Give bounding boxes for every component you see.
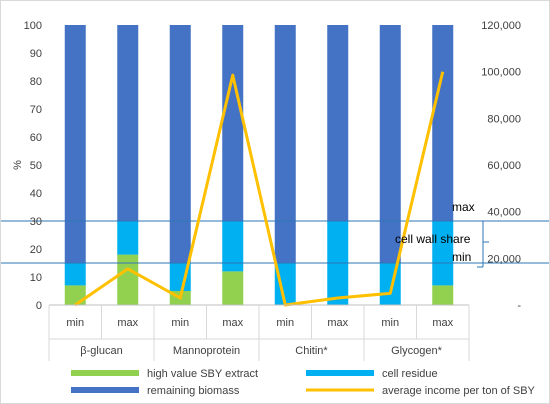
bar-segment — [117, 25, 139, 221]
legend-swatch — [71, 370, 139, 376]
y-tick-label: 20 — [30, 244, 42, 256]
bar-segment — [432, 221, 454, 286]
x-tick-label: max — [117, 317, 138, 329]
x-tick-label: min — [381, 317, 399, 329]
legend: high value SBY extract cell residue remain… — [71, 368, 536, 397]
bar-segment — [274, 25, 296, 263]
x-tick-label: max — [327, 317, 348, 329]
y-tick-label: 70 — [30, 104, 42, 116]
bar-segment — [379, 263, 401, 305]
bar-segment — [327, 25, 349, 221]
legend-label: cell residue — [382, 368, 438, 380]
annotation-min: min — [452, 250, 471, 264]
legend-label: average income per ton of SBY — [382, 385, 536, 397]
x-group-label: Chitin* — [295, 345, 328, 357]
bar-segment — [169, 25, 191, 263]
x-group-label: Mannoprotein — [173, 345, 240, 357]
x-tick-label: min — [276, 317, 294, 329]
y2-tick-label: 60,000 — [487, 160, 521, 172]
legend-label: remaining biomass — [147, 385, 240, 397]
bar-segment — [64, 263, 86, 286]
legend-swatch — [71, 387, 139, 393]
bar-segment — [432, 25, 454, 221]
bar-segment — [432, 285, 454, 305]
y2-tick-label: 20,000 — [487, 253, 521, 265]
y-tick-label: 100 — [24, 20, 42, 32]
y-tick-label: 40 — [30, 188, 42, 200]
y2-tick-label: 120,000 — [481, 20, 521, 32]
bar-segment — [274, 263, 296, 305]
bar-segment — [222, 221, 244, 272]
bar-segment — [64, 285, 86, 305]
bar-segment — [117, 221, 139, 255]
y2-tick-label: - — [517, 300, 521, 312]
x-tick-label: min — [66, 317, 84, 329]
legend-label: high value SBY extract — [147, 368, 258, 380]
x-group-label: Glycogen* — [391, 345, 442, 357]
y-tick-label: 10 — [30, 272, 42, 284]
bar-segment — [379, 25, 401, 263]
y2-tick-label: 100,000 — [481, 67, 521, 79]
bar-segment — [64, 25, 86, 263]
legend-swatch — [306, 370, 374, 376]
bar-segment — [222, 25, 244, 221]
y-tick-label: 80 — [30, 76, 42, 88]
income-line — [74, 71, 445, 307]
bar-segment — [222, 271, 244, 305]
y-tick-label: 60 — [30, 132, 42, 144]
bar-segment — [117, 254, 139, 305]
x-tick-label: max — [432, 317, 453, 329]
y-tick-label: 0 — [36, 300, 42, 312]
y2-tick-label: 80,000 — [487, 113, 521, 125]
axes-layer: 0 10 20 30 40 50 60 70 80 90 100 - 20,000 40,000 60,00… — [12, 20, 521, 361]
annotation-max: max — [452, 200, 475, 214]
annotation-share: cell wall share — [395, 232, 471, 246]
y-axis-title: % — [12, 160, 24, 170]
x-tick-label: min — [171, 317, 189, 329]
income-line-layer — [74, 71, 445, 307]
y-tick-label: 50 — [30, 160, 42, 172]
x-tick-label: max — [222, 317, 243, 329]
y-tick-label: 30 — [30, 216, 42, 228]
y2-tick-label: 40,000 — [487, 207, 521, 219]
y-tick-label: 90 — [30, 48, 42, 60]
x-group-label: β-glucan — [80, 345, 122, 357]
